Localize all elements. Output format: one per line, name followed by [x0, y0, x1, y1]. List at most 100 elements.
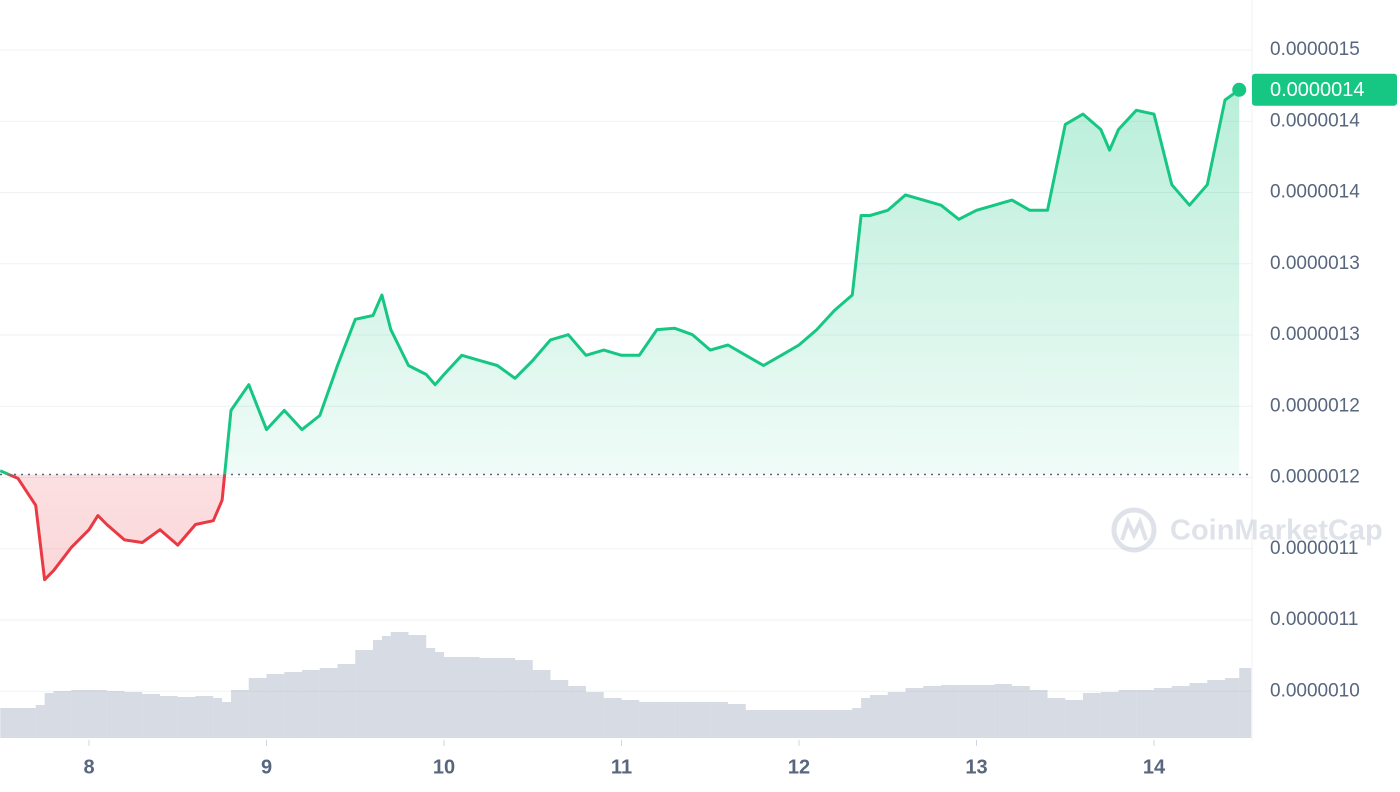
- price-line: [0, 88, 1241, 475]
- volume-bar: [319, 668, 338, 738]
- volume-bar: [532, 670, 551, 738]
- volume-bar: [53, 691, 72, 738]
- volume-bar: [408, 635, 427, 738]
- volume-bar: [1118, 690, 1137, 738]
- volume-bar: [302, 670, 320, 738]
- volume-bar: [444, 657, 462, 738]
- x-tick-label: 13: [965, 756, 987, 778]
- y-tick-label: 0.0000011: [1270, 609, 1358, 630]
- y-tick-label: 0.0000010: [1270, 680, 1360, 701]
- y-tick-label: 0.0000011: [1270, 538, 1358, 559]
- volume-bar: [479, 658, 498, 738]
- volume-bar: [124, 692, 143, 738]
- x-tick-label: 9: [261, 756, 272, 778]
- volume-bar: [799, 710, 817, 738]
- volume-bar: [763, 710, 782, 738]
- volume-bar: [781, 710, 800, 738]
- volume-bar: [745, 710, 764, 738]
- volume-bar: [1154, 688, 1172, 738]
- volume-bar: [0, 708, 18, 738]
- area-down: [9, 474, 225, 580]
- volume-bar: [89, 690, 98, 738]
- volume-bar: [816, 710, 835, 738]
- volume-bar: [461, 657, 480, 738]
- volume-bar: [71, 690, 90, 738]
- volume-bar: [728, 704, 746, 738]
- x-tick-label: 10: [433, 756, 455, 778]
- volume-bar: [44, 693, 54, 738]
- volume-bar: [17, 708, 36, 738]
- volume-bar: [905, 688, 924, 738]
- volume-bar: [958, 685, 977, 738]
- volume-bar: [426, 648, 436, 738]
- volume-bar: [621, 700, 640, 738]
- volume-bar: [142, 694, 161, 738]
- volume-bar: [515, 660, 533, 738]
- volume-bar: [1189, 683, 1208, 738]
- y-tick-label: 0.0000012: [1270, 466, 1360, 487]
- volume-bar: [657, 702, 675, 738]
- volume-bar: [976, 685, 995, 738]
- area-up: [0, 89, 1240, 475]
- watermark: CoinMarketCap: [1111, 507, 1383, 553]
- volume-bar: [497, 658, 516, 738]
- volume-bar: [381, 636, 391, 738]
- volume-bar: [106, 691, 125, 738]
- volume-bar: [177, 697, 196, 738]
- volume-bar: [390, 632, 409, 738]
- volume-bar: [355, 650, 374, 738]
- volume-bar: [1029, 690, 1048, 738]
- volume-bar: [97, 690, 107, 738]
- volume-bar: [222, 702, 232, 738]
- volume-bar: [35, 705, 45, 738]
- volume-bar: [160, 696, 178, 738]
- volume-bar: [248, 678, 267, 738]
- volume-bar: [1100, 692, 1110, 738]
- volume-bar: [1207, 680, 1226, 738]
- volume-bar: [834, 710, 853, 738]
- volume-bar: [435, 652, 445, 738]
- y-tick-label: 0.0000015: [1270, 39, 1360, 60]
- price-line-down: [5, 474, 227, 582]
- volume-bar: [1109, 692, 1119, 738]
- volume-bars: [0, 632, 1252, 738]
- y-tick-label: 0.0000012: [1270, 395, 1360, 416]
- y-tick-label: 0.0000014: [1270, 182, 1360, 203]
- volume-bar: [870, 695, 888, 738]
- volume-bar: [1136, 690, 1155, 738]
- x-tick-label: 11: [611, 756, 632, 778]
- volume-bar: [213, 698, 223, 738]
- x-tick-label: 8: [83, 756, 94, 778]
- volume-bar: [1012, 686, 1030, 738]
- y-tick-label: 0.0000013: [1270, 253, 1360, 274]
- volume-bar: [603, 698, 622, 738]
- volume-bar: [887, 692, 906, 738]
- volume-bar: [373, 640, 382, 738]
- volume-bar: [994, 684, 1013, 738]
- volume-bar: [639, 702, 658, 738]
- volume-bar: [923, 686, 942, 738]
- volume-bar: [1239, 668, 1252, 738]
- volume-bar: [1047, 698, 1066, 738]
- volume-bar: [266, 674, 285, 738]
- volume-bar: [1065, 700, 1084, 738]
- volume-bar: [692, 702, 711, 738]
- volume-bar: [852, 708, 862, 738]
- price-badge: [1252, 73, 1397, 106]
- volume-bar: [710, 702, 729, 738]
- x-tick-label: 12: [788, 756, 810, 778]
- x-tick-label: 14: [1143, 756, 1166, 778]
- last-point: [1232, 82, 1247, 97]
- volume-bar: [231, 690, 249, 738]
- watermark-text: CoinMarketCap: [1170, 515, 1383, 547]
- volume-bar: [568, 686, 587, 738]
- volume-bar: [337, 664, 356, 738]
- volume-bar: [586, 692, 604, 738]
- volume-bar: [674, 702, 693, 738]
- volume-bar: [1171, 686, 1190, 738]
- volume-bar: [1083, 693, 1101, 738]
- y-tick-label: 0.0000014: [1270, 110, 1360, 131]
- volume-bar: [195, 696, 214, 738]
- volume-bar: [550, 680, 569, 738]
